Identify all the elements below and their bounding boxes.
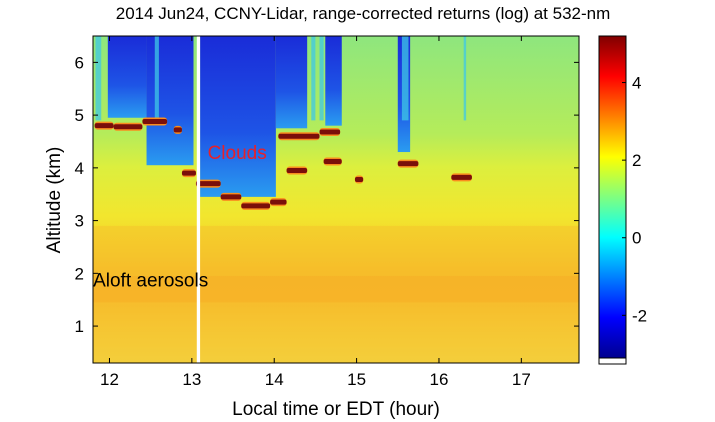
cloud-layer — [323, 159, 342, 165]
clear-sky-region — [146, 36, 194, 166]
colorbar-blank-cap — [598, 357, 627, 365]
clear-sky-region — [275, 36, 308, 129]
x-tick-label: 13 — [182, 370, 201, 389]
signal-streak — [463, 36, 467, 121]
cloud-layer — [286, 167, 308, 173]
cloud-layer — [173, 127, 182, 133]
x-axis-ticks: 12 13 14 15 16 17 — [100, 36, 531, 389]
y-tick-label: 3 — [75, 212, 84, 231]
x-tick-label: 14 — [265, 370, 284, 389]
chart-title: 2014 Jun24, CCNY-Lidar, range-corrected … — [116, 4, 611, 23]
colorbar: -2 0 2 4 — [598, 35, 647, 365]
clouds-annotation: Clouds — [208, 143, 267, 164]
clear-sky-region — [200, 36, 276, 197]
heatmap-plot — [93, 36, 579, 363]
cloud-layer — [113, 124, 143, 130]
cloud-layer — [94, 123, 114, 129]
missing-data-column — [196, 36, 201, 363]
cloud-layer — [195, 181, 221, 187]
cloud-layer — [397, 161, 419, 167]
colorbar-tick-label: 4 — [632, 74, 641, 93]
signal-streaks — [95, 36, 467, 121]
cloud-layer — [142, 118, 168, 124]
x-tick-label: 17 — [512, 370, 531, 389]
cloud-layer — [278, 133, 320, 139]
colorbar-ticks: -2 0 2 4 — [622, 74, 647, 325]
aerosol-band — [93, 225, 579, 363]
y-tick-label: 2 — [75, 264, 84, 283]
cloud-layer — [354, 176, 364, 182]
signal-streak — [319, 36, 324, 121]
cloud-layer — [319, 129, 341, 135]
y-axis-label: Altitude (km) — [44, 147, 65, 254]
cloud-layer — [270, 199, 287, 205]
signal-streak — [311, 36, 316, 121]
y-tick-label: 1 — [75, 317, 84, 336]
signal-streak — [95, 36, 102, 121]
y-tick-label: 6 — [75, 53, 84, 72]
x-tick-label: 15 — [347, 370, 366, 389]
clear-sky-region — [107, 36, 147, 118]
x-axis-label: Local time or EDT (hour) — [232, 399, 440, 420]
y-tick-label: 5 — [75, 106, 84, 125]
cloud-layer — [181, 170, 196, 176]
x-tick-label: 12 — [100, 370, 119, 389]
clear-sky-region — [325, 36, 342, 126]
y-axis-ticks: 1 2 3 4 5 6 — [75, 53, 579, 336]
plot-frame — [92, 35, 580, 364]
signal-streak — [154, 36, 159, 121]
cloud-layer — [451, 174, 472, 180]
aerosol-annotation: Aloft aerosols — [93, 271, 208, 292]
y-tick-label: 4 — [75, 159, 84, 178]
colorbar-tick-label: 0 — [632, 229, 641, 248]
cloud-layer — [220, 194, 242, 200]
colorbar-gradient — [598, 35, 627, 359]
colorbar-tick-label: -2 — [632, 306, 647, 325]
aerosol-peak — [93, 275, 579, 303]
cloud-layers — [94, 117, 472, 210]
cloud-layer — [241, 203, 271, 209]
signal-streak — [401, 36, 409, 121]
x-tick-label: 16 — [430, 370, 449, 389]
colorbar-tick-label: 2 — [632, 151, 641, 170]
